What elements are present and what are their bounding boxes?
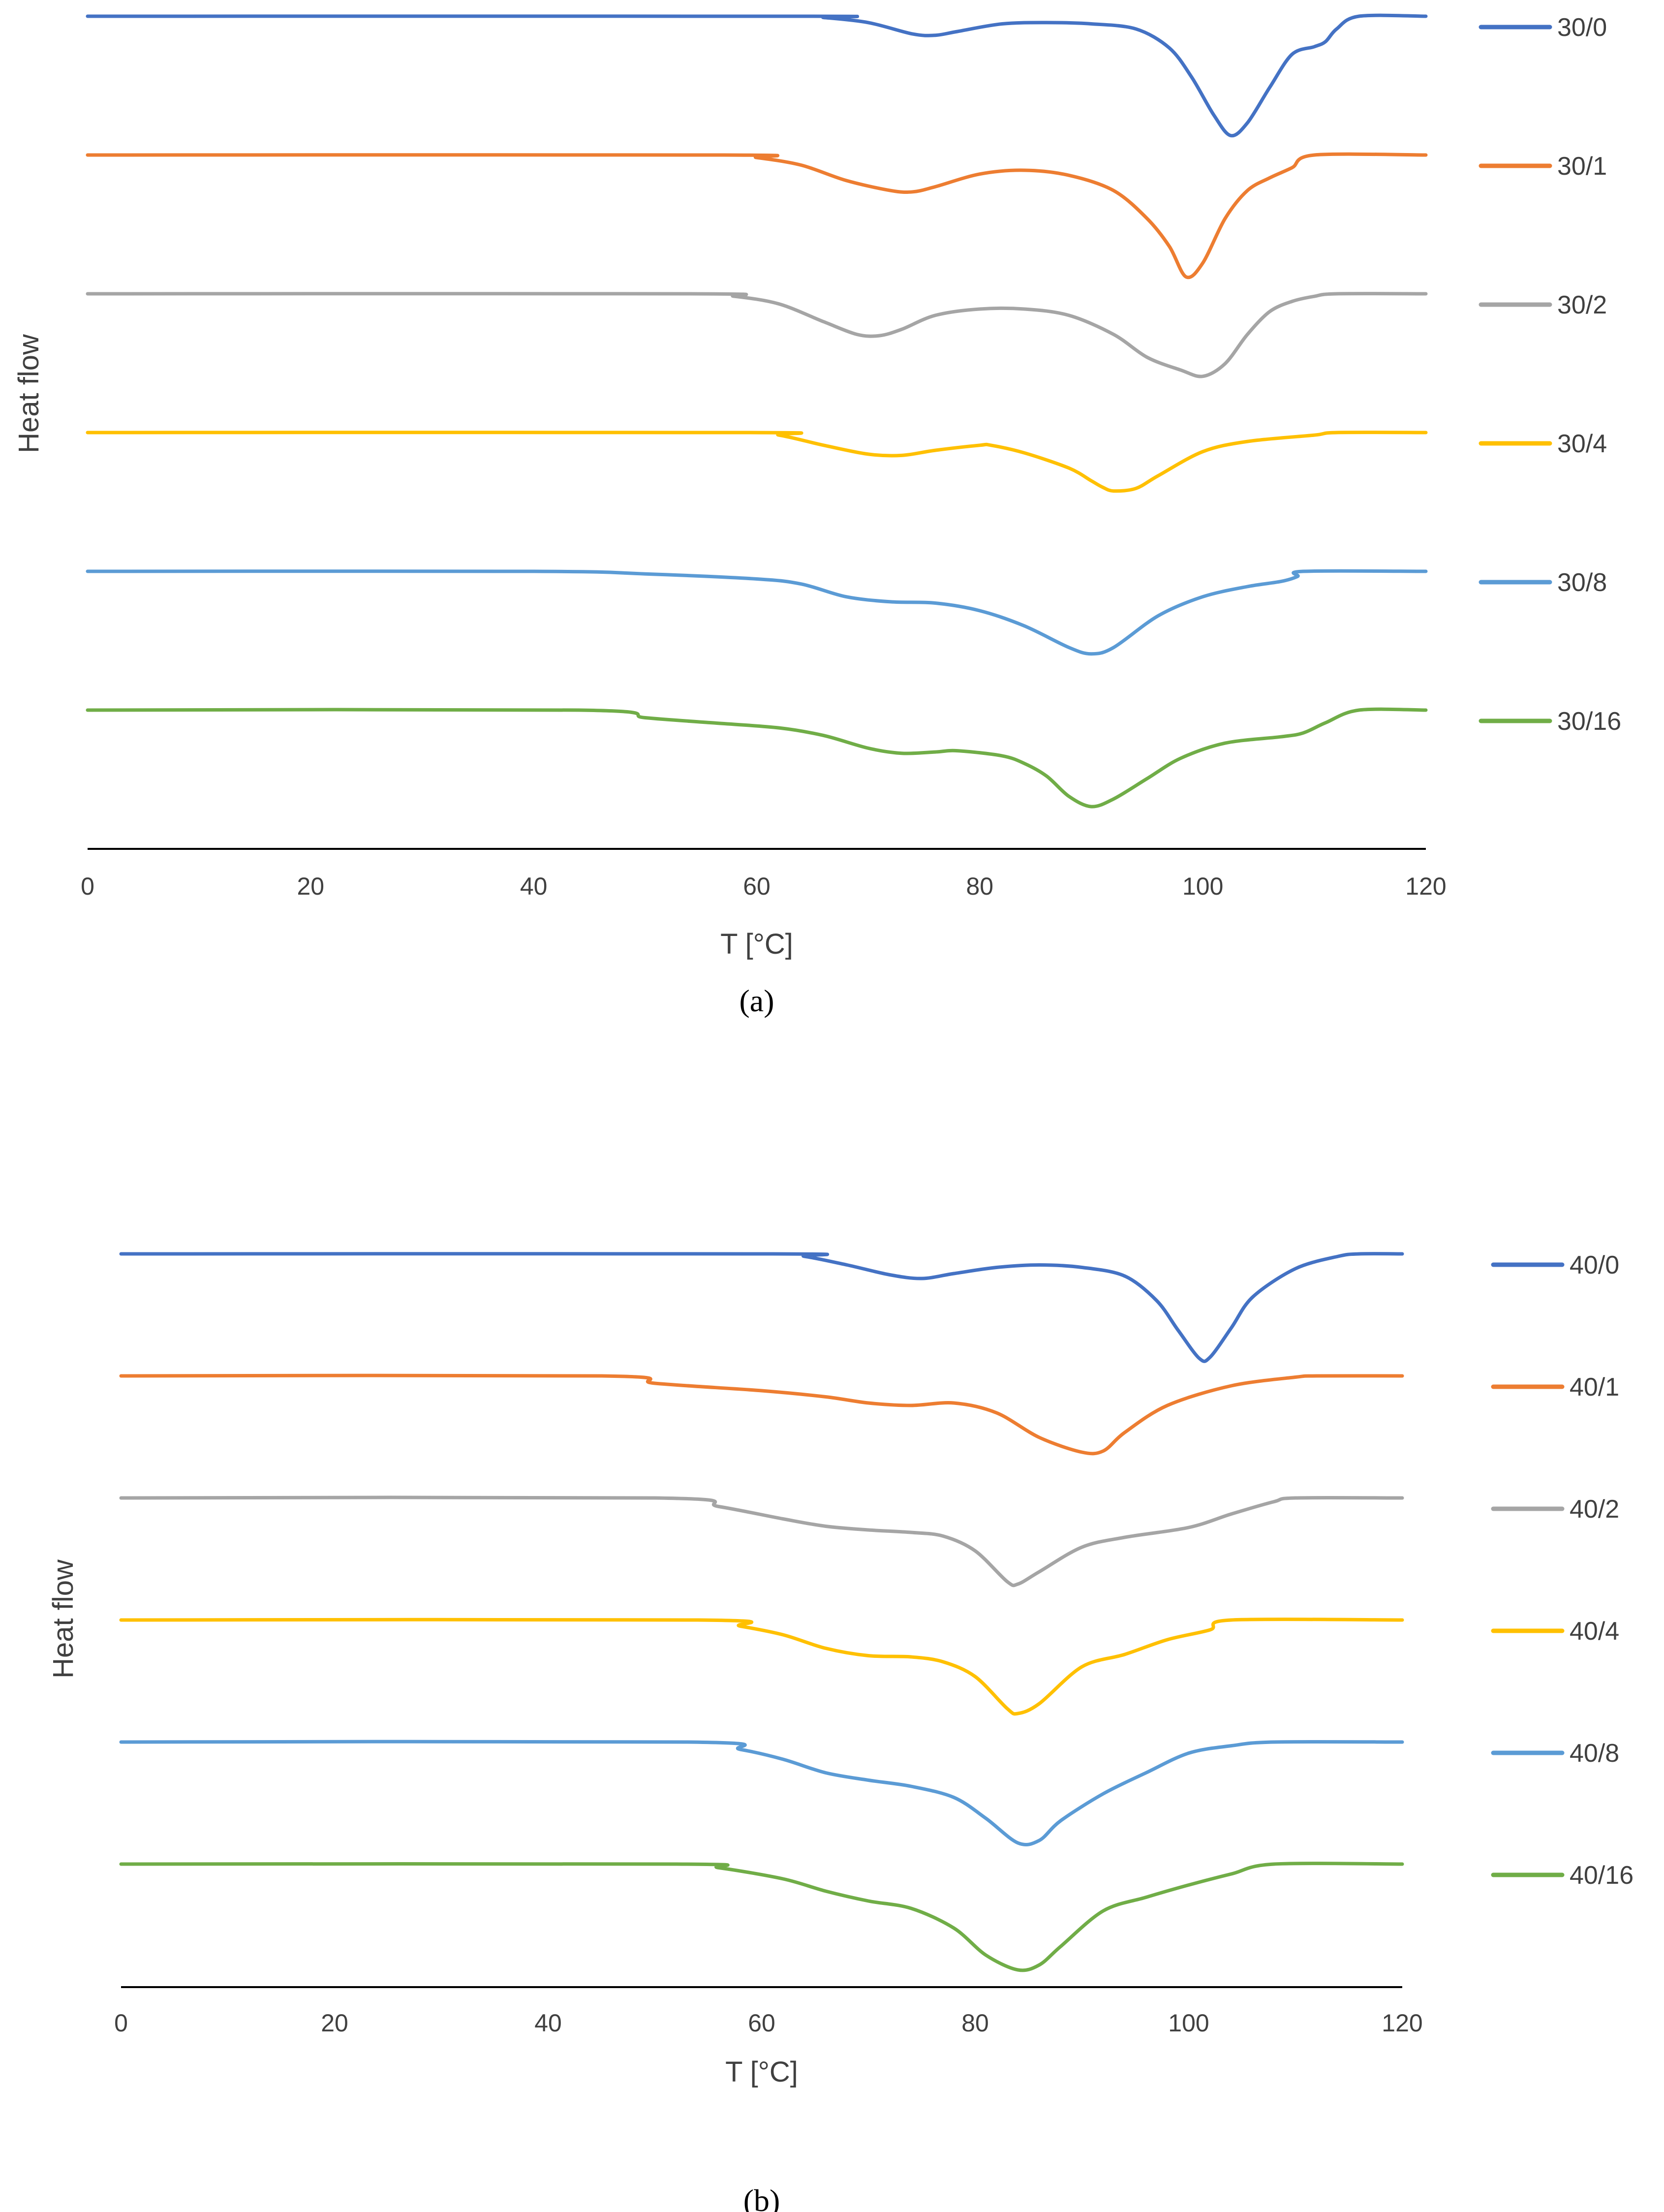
x-tick-label: 0 [81,872,94,900]
legend-label: 40/16 [1570,1861,1633,1890]
legend-item-30-0: 30/0 [1479,13,1607,42]
x-tick-label: 0 [114,2009,128,2037]
legend-label: 40/4 [1570,1617,1619,1646]
series-line-30-2 [86,292,1428,378]
legend-label: 30/8 [1557,568,1607,597]
legend-item-30-1: 30/1 [1479,152,1607,181]
legend-label: 30/0 [1557,13,1607,42]
legend-label: 40/8 [1570,1739,1619,1768]
series-line-40-4 [119,1618,1404,1716]
legend-label: 40/1 [1570,1373,1619,1402]
legend-item-40-4: 40/4 [1491,1617,1619,1646]
x-tick-label: 20 [297,872,324,900]
chart-panel-a: 0 20 40 60 80 100 120 T [°C] Heat flow 30/030/… [13,13,1621,1018]
legend-item-30-8: 30/8 [1479,568,1607,597]
legend-label: 40/2 [1570,1495,1619,1524]
chart-panel-b: 0 20 40 60 80 100 120 T [°C] Heat flow 40/040/… [47,1251,1633,2212]
x-tick-label: 80 [961,2009,989,2037]
legend-label: 40/0 [1570,1251,1619,1279]
legend-item-30-16: 30/16 [1479,707,1621,736]
legend-item-40-8: 40/8 [1491,1739,1619,1768]
x-tick-label: 120 [1405,872,1446,900]
x-tick-label: 80 [966,872,993,900]
x-tick-label: 60 [748,2009,775,2037]
series-line-40-16 [119,1862,1404,1972]
legend-b: 40/0 40/1 40/2 40/4 40/8 40/16 [1491,1251,1633,1890]
y-axis-title-b: Heat flow [47,1559,79,1679]
legend-label: 30/4 [1557,430,1607,458]
x-axis-title-a: T [°C] [720,928,793,960]
plot-lines-b [119,1252,1404,1972]
x-tick-labels-a: 0 20 40 60 80 100 120 [81,872,1447,900]
series-line-30-1 [86,152,1428,280]
plot-lines-a [86,13,1428,809]
x-axis-title-b: T [°C] [725,2056,798,2088]
series-line-30-4 [86,431,1428,493]
legend-label: 30/1 [1557,152,1607,181]
panel-label-b: (b) [743,2183,780,2212]
legend-item-40-0: 40/0 [1491,1251,1619,1279]
series-line-30-8 [86,569,1428,656]
x-tick-label: 120 [1382,2009,1422,2037]
x-tick-label: 40 [534,2009,562,2037]
panel-label-a: (a) [739,983,774,1018]
x-tick-label: 60 [743,872,770,900]
legend-item-40-1: 40/1 [1491,1373,1619,1402]
series-line-30-16 [86,707,1428,809]
x-tick-label: 20 [321,2009,348,2037]
legend-label: 30/16 [1557,707,1621,736]
legend-label: 30/2 [1557,291,1607,319]
x-tick-labels-b: 0 20 40 60 80 100 120 [114,2009,1423,2037]
series-line-40-1 [119,1373,1404,1456]
series-line-40-2 [119,1495,1404,1588]
legend-item-40-2: 40/2 [1491,1495,1619,1524]
legend-item-30-2: 30/2 [1479,291,1607,319]
x-tick-label: 100 [1168,2009,1209,2037]
series-line-30-0 [86,13,1428,138]
series-line-40-0 [119,1252,1404,1363]
y-axis-title-a: Heat flow [13,334,45,453]
x-tick-label: 100 [1182,872,1223,900]
legend-a: 30/0 30/1 30/2 30/4 30/8 30/16 [1479,13,1621,736]
x-tick-label: 40 [520,872,548,900]
legend-item-40-16: 40/16 [1491,1861,1633,1890]
series-line-40-8 [119,1740,1404,1846]
legend-item-30-4: 30/4 [1479,430,1607,458]
